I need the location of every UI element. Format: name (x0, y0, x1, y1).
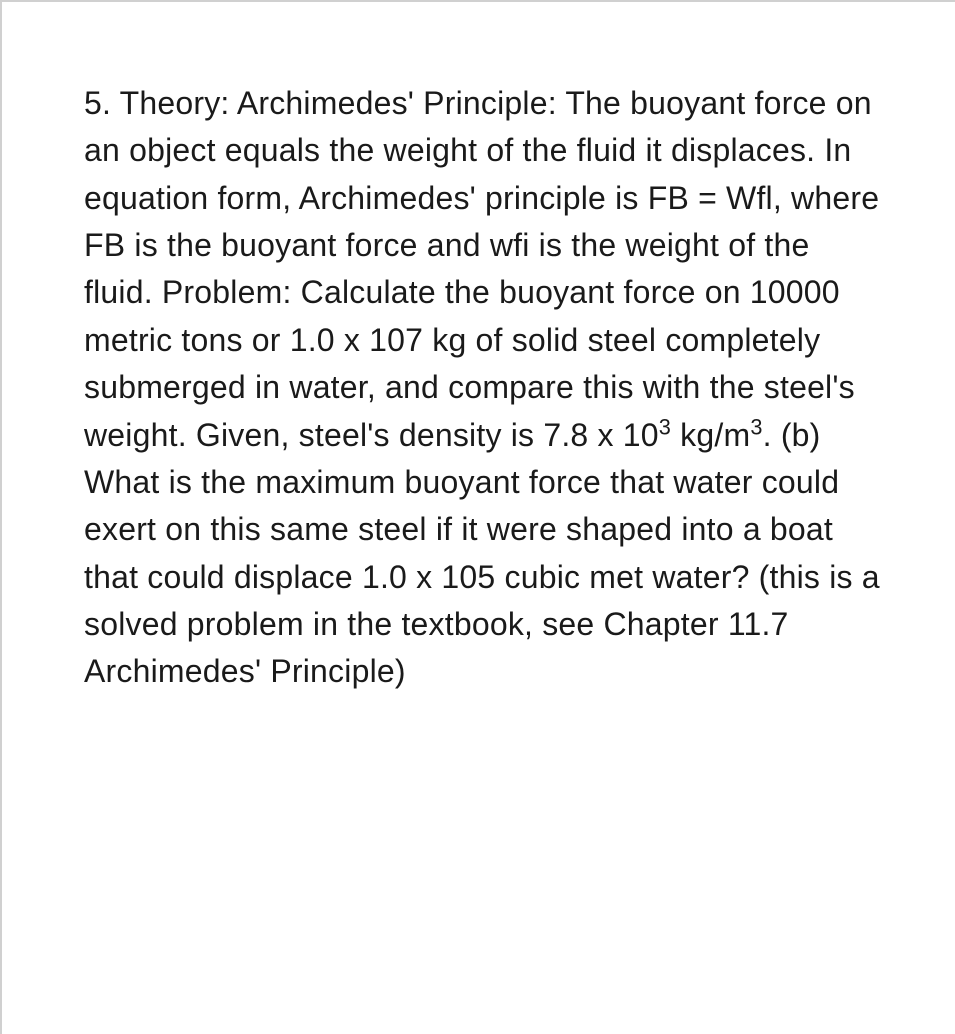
problem-text: 5. Theory: Archimedes' Principle: The bu… (84, 80, 885, 696)
part-b-text: (b) What is the maximum buoyant force th… (84, 417, 880, 690)
theory-title: Archimedes' Principle: (237, 85, 557, 121)
superscript-1: 3 (659, 414, 671, 439)
superscript-2: 3 (750, 414, 762, 439)
part-a-text-2: kg/m (671, 417, 750, 453)
theory-label: Theory: (120, 85, 230, 121)
problem-container: 5. Theory: Archimedes' Principle: The bu… (2, 2, 955, 736)
problem-label: Problem: (162, 274, 292, 310)
part-a-text-3: . (763, 417, 772, 453)
problem-number: 5. (84, 85, 111, 121)
